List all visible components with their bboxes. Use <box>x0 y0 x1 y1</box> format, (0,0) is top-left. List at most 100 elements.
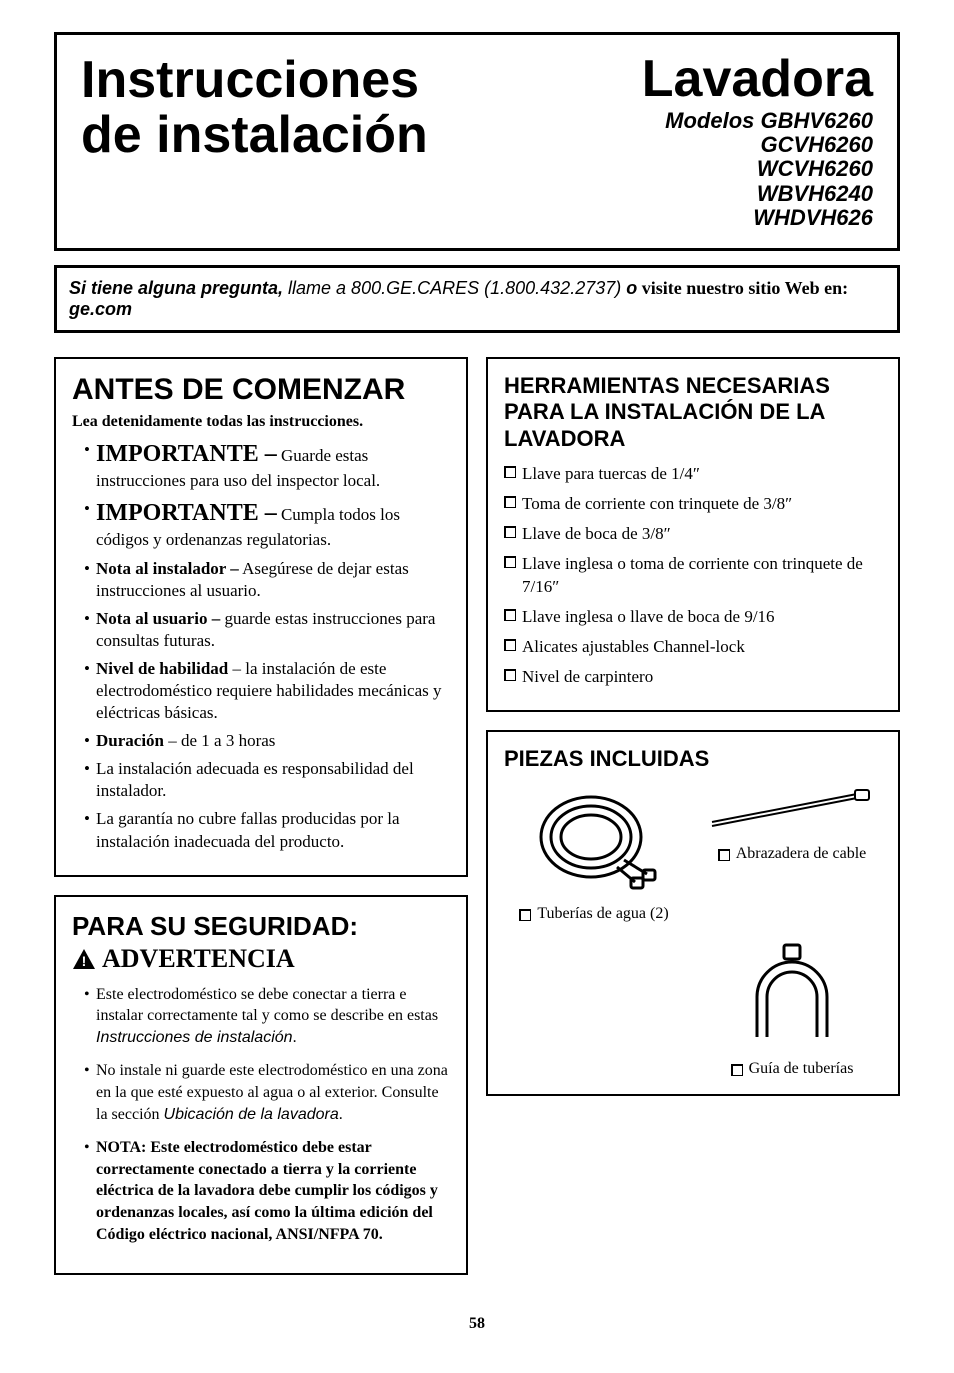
checkbox-icon <box>504 496 516 508</box>
safety-item: No instale ni guarde este electrodomésti… <box>84 1060 450 1125</box>
contact-lead: Si tiene alguna pregunta, <box>69 278 283 298</box>
safety-item-pre: Este electrodoméstico se debe conectar a… <box>96 986 438 1025</box>
page: Instrucciones de instalación Lavadora Mo… <box>0 0 954 1373</box>
tools-item: Alicates ajustables Channel-lock <box>504 635 882 659</box>
before-item-label: IMPORTANTE – <box>96 500 277 526</box>
part-hoses: Tuberías de agua (2) <box>504 782 684 923</box>
before-item-label: Nota al instalador – <box>96 559 239 578</box>
checkbox-icon <box>504 669 516 681</box>
part-clamp-label-row: Abrazadera de cable <box>718 845 867 863</box>
left-column: ANTES DE COMENZAR Lea detenidamente toda… <box>54 357 468 1275</box>
before-item: La instalación adecuada es responsabilid… <box>84 758 450 802</box>
tools-item-text: Llave de boca de 3/8″ <box>522 522 671 546</box>
model-3: WBVH6240 <box>757 181 873 206</box>
before-item-label: IMPORTANTE – <box>96 441 277 467</box>
title-right-main: Lavadora <box>642 53 873 105</box>
tools-title: HERRAMIENTAS NECESARIAS PARA LA INSTALAC… <box>504 373 882 452</box>
svg-text:!: ! <box>82 953 87 969</box>
part-guide: Guía de tuberías <box>702 937 882 1078</box>
contact-tail: visite nuestro sitio Web en: <box>637 278 848 298</box>
parts-grid: Tuberías de agua (2) <box>504 782 882 1078</box>
before-item-label: Nota al usuario – <box>96 609 220 628</box>
before-item: Duración – de 1 a 3 horas <box>84 730 450 752</box>
safety-title: PARA SU SEGURIDAD: <box>72 911 450 942</box>
title-left-line2: de instalación <box>81 106 428 164</box>
tools-item: Llave inglesa o llave de boca de 9/16 <box>504 605 882 629</box>
safety-box: PARA SU SEGURIDAD: ! ADVERTENCIA Este el… <box>54 895 468 1276</box>
guide-icon <box>732 937 852 1052</box>
part-hoses-label-row: Tuberías de agua (2) <box>519 905 668 923</box>
before-item: Nota al instalador – Asegúrese de dejar … <box>84 558 450 602</box>
contact-mid: llame a 800.GE.CARES (1.800.432.2737) <box>283 278 626 298</box>
tools-item: Nivel de carpintero <box>504 665 882 689</box>
tools-item-text: Nivel de carpintero <box>522 665 653 689</box>
tools-item-text: Alicates ajustables Channel-lock <box>522 635 745 659</box>
title-left: Instrucciones de instalación <box>81 53 428 162</box>
tools-item-text: Llave inglesa o llave de boca de 9/16 <box>522 605 775 629</box>
safety-item: NOTA: Este electrodoméstico debe estar c… <box>84 1137 450 1245</box>
before-list: IMPORTANTE – Guarde estas instrucciones … <box>72 439 450 853</box>
parts-title: PIEZAS INCLUIDAS <box>504 746 882 772</box>
page-number: 58 <box>54 1315 900 1333</box>
models-prefix: Modelos <box>665 108 760 133</box>
tools-item: Llave inglesa o toma de corriente con tr… <box>504 552 882 600</box>
safety-item-post: . <box>339 1106 343 1123</box>
tools-item: Toma de corriente con trinquete de 3/8″ <box>504 492 882 516</box>
before-item: Nota al usuario – guarde estas instrucci… <box>84 608 450 652</box>
model-4: WHDVH626 <box>753 205 873 230</box>
before-item-text: La garantía no cubre fallas producidas p… <box>96 809 400 850</box>
safety-warning-row: ! ADVERTENCIA <box>72 944 450 974</box>
part-clamp-label: Abrazadera de cable <box>736 845 867 863</box>
hoses-icon <box>529 782 659 897</box>
before-subtitle: Lea detenidamente todas las instruccione… <box>72 413 450 431</box>
before-item: Nivel de habilidad – la instalación de e… <box>84 658 450 724</box>
part-guide-label-row: Guía de tuberías <box>731 1060 854 1078</box>
title-box: Instrucciones de instalación Lavadora Mo… <box>54 32 900 251</box>
safety-warning: ADVERTENCIA <box>102 944 295 974</box>
tools-item: Llave para tuercas de 1/4″ <box>504 462 882 486</box>
checkbox-icon <box>504 556 516 568</box>
title-left-line1: Instrucciones <box>81 51 419 109</box>
safety-item-bold: NOTA: Este electrodoméstico debe estar c… <box>96 1139 438 1242</box>
tools-item-text: Llave para tuercas de 1/4″ <box>522 462 700 486</box>
safety-item-italic: Ubicación de la lavadora <box>164 1106 339 1123</box>
before-item-text: La instalación adecuada es responsabilid… <box>96 759 414 800</box>
model-0: GBHV6260 <box>760 108 873 133</box>
model-1: GCVH6260 <box>760 132 873 157</box>
tools-list: Llave para tuercas de 1/4″ Toma de corri… <box>504 462 882 688</box>
tools-item-text: Toma de corriente con trinquete de 3/8″ <box>522 492 792 516</box>
model-2: WCVH6260 <box>757 156 873 181</box>
before-item-text: – de 1 a 3 horas <box>164 731 275 750</box>
warning-icon: ! <box>72 948 96 970</box>
part-clamp: Abrazadera de cable <box>702 782 882 863</box>
title-right-sub: Modelos GBHV6260 GCVH6260 WCVH6260 WBVH6… <box>642 109 873 230</box>
before-item: La garantía no cubre fallas producidas p… <box>84 808 450 852</box>
checkbox-icon <box>519 909 531 921</box>
before-item-label: Duración <box>96 731 164 750</box>
safety-item-post: . <box>293 1029 297 1046</box>
safety-item-italic: Instrucciones de instalación <box>96 1029 293 1046</box>
checkbox-icon <box>731 1064 743 1076</box>
right-column: HERRAMIENTAS NECESARIAS PARA LA INSTALAC… <box>486 357 900 1275</box>
before-box: ANTES DE COMENZAR Lea detenidamente toda… <box>54 357 468 877</box>
part-hoses-label: Tuberías de agua (2) <box>537 905 668 923</box>
part-guide-label: Guía de tuberías <box>749 1060 854 1078</box>
safety-item: Este electrodoméstico se debe conectar a… <box>84 984 450 1049</box>
checkbox-icon <box>504 639 516 651</box>
before-item-label: Nivel de habilidad <box>96 659 228 678</box>
title-right: Lavadora Modelos GBHV6260 GCVH6260 WCVH6… <box>642 53 873 230</box>
tools-item: Llave de boca de 3/8″ <box>504 522 882 546</box>
tools-item-text: Llave inglesa o toma de corriente con tr… <box>522 552 882 600</box>
contact-site: ge.com <box>69 299 132 319</box>
checkbox-icon <box>718 849 730 861</box>
safety-list: Este electrodoméstico se debe conectar a… <box>72 984 450 1246</box>
tools-box: HERRAMIENTAS NECESARIAS PARA LA INSTALAC… <box>486 357 900 713</box>
contact-o: o <box>626 278 637 298</box>
columns: ANTES DE COMENZAR Lea detenidamente toda… <box>54 357 900 1275</box>
checkbox-icon <box>504 526 516 538</box>
parts-box: PIEZAS INCLUIDAS <box>486 730 900 1096</box>
before-item: IMPORTANTE – Cumpla todos los códigos y … <box>84 498 450 551</box>
before-title: ANTES DE COMENZAR <box>72 373 450 407</box>
checkbox-icon <box>504 609 516 621</box>
clamp-icon <box>707 782 877 837</box>
